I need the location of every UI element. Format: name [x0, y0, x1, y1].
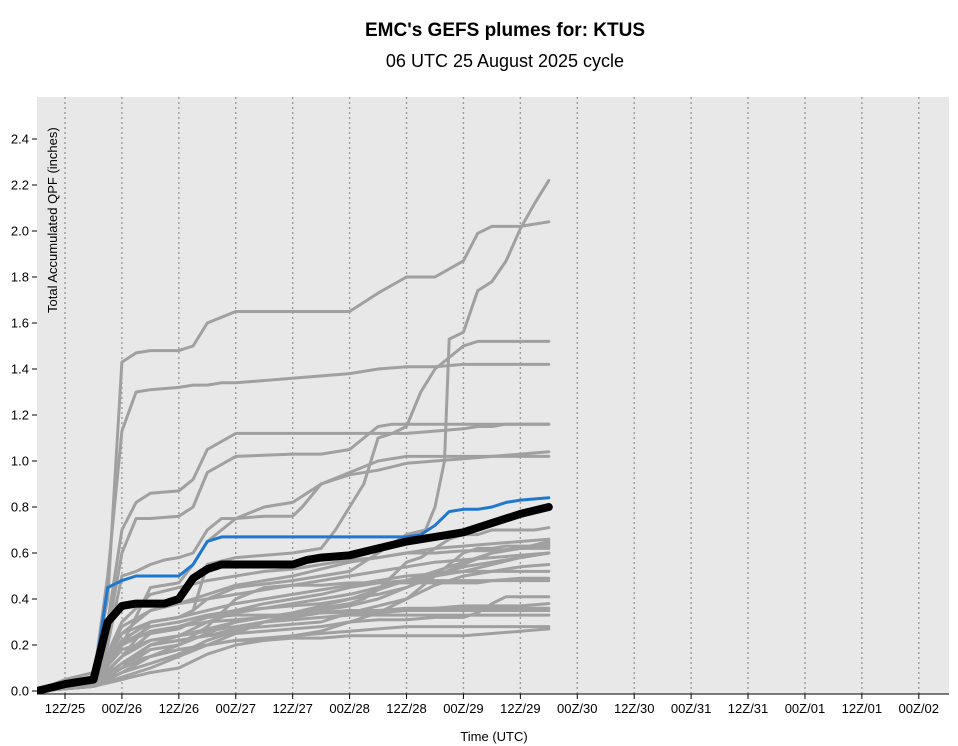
x-axis: 12Z/25 00Z/26 12Z/26 00Z/27 12Z/27 00Z/28 12Z/… — [37, 693, 949, 716]
x-tick-label: 12Z/29 — [500, 701, 540, 716]
series-layer — [37, 178, 553, 694]
ensemble-member-line — [37, 220, 551, 693]
y-tick-label: 2.4 — [11, 132, 29, 147]
y-tick-label: 1.6 — [11, 316, 29, 331]
y-tick-label: 0.2 — [11, 638, 29, 653]
x-tick-label: 12Z/25 — [45, 701, 85, 716]
y-tick-label: 0.8 — [11, 500, 29, 515]
control-member-line — [37, 496, 551, 693]
x-tick-label: 00Z/30 — [557, 701, 597, 716]
ensemble-member-line — [37, 454, 551, 693]
y-tick-label: 1.8 — [11, 270, 29, 285]
y-axis: 0.0 0.2 0.4 0.6 0.8 1.0 1.2 1.4 1.6 1.8 2.0 2.2 2.4 — [11, 132, 37, 699]
ensemble-member-line — [37, 609, 551, 693]
chart-subtitle: 06 UTC 25 August 2025 cycle — [386, 51, 624, 71]
ensemble-member-line — [37, 563, 551, 693]
y-tick-label: 1.0 — [11, 454, 29, 469]
ensemble-member-line — [37, 422, 551, 693]
chart-title: EMC's GEFS plumes for: KTUS — [365, 20, 645, 41]
ensemble-member-line — [37, 537, 551, 693]
y-tick-label: 1.4 — [11, 362, 29, 377]
ensemble-member-line — [37, 579, 551, 693]
x-tick-label: 00Z/26 — [102, 701, 142, 716]
y-tick-label: 0.4 — [11, 592, 29, 607]
ensemble-member-line — [37, 422, 551, 693]
ensemble-member-line — [37, 546, 551, 693]
ensemble-member-line — [37, 602, 551, 693]
y-tick-label: 2.0 — [11, 224, 29, 239]
x-tick-label: 00Z/27 — [216, 701, 256, 716]
x-tick-label: 00Z/02 — [899, 701, 939, 716]
x-tick-label: 00Z/28 — [329, 701, 369, 716]
y-tick-label: 2.2 — [11, 178, 29, 193]
x-tick-label: 12Z/31 — [728, 701, 768, 716]
x-axis-label: Time (UTC) — [460, 729, 527, 744]
y-tick-label: 1.2 — [11, 408, 29, 423]
y-axis-label: Total Accumulated QPF (inches) — [45, 127, 60, 313]
x-tick-label: 00Z/29 — [443, 701, 483, 716]
ensemble-member-line — [37, 551, 551, 693]
x-tick-label: 12Z/26 — [159, 701, 199, 716]
ensemble-member-line — [37, 613, 551, 693]
y-tick-label: 0.0 — [11, 684, 29, 699]
x-tick-label: 00Z/31 — [671, 701, 711, 716]
x-tick-label: 00Z/01 — [785, 701, 825, 716]
plot-area — [37, 97, 949, 694]
ensemble-mean-line — [37, 503, 553, 694]
ensemble-member-line — [37, 551, 551, 693]
y-tick-label: 0.6 — [11, 546, 29, 561]
x-tick-label: 12Z/28 — [386, 701, 426, 716]
x-tick-label: 12Z/30 — [614, 701, 654, 716]
x-tick-label: 12Z/27 — [272, 701, 312, 716]
x-tick-label: 12Z/01 — [842, 701, 882, 716]
